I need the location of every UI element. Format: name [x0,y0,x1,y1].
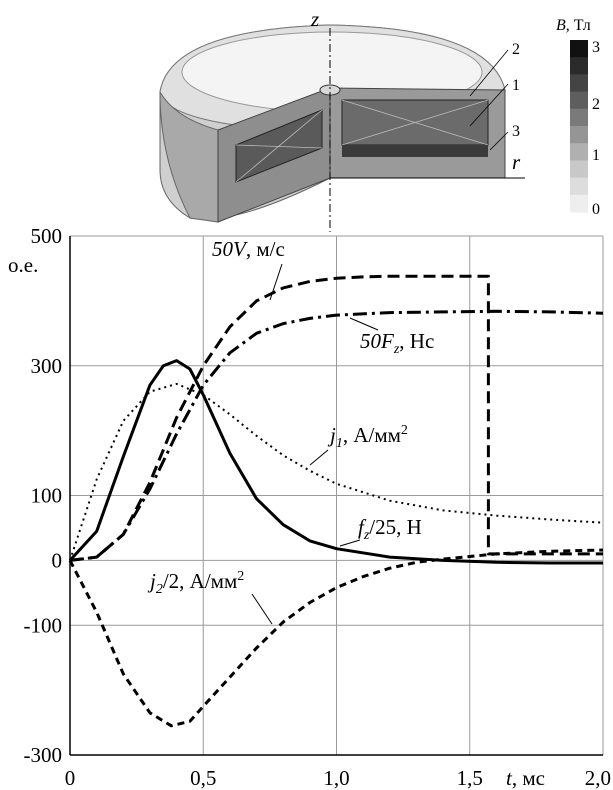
coil-cross-line [341,99,489,146]
callout-leader [489,131,509,151]
z-axis-label: z [310,7,319,31]
annotation-leader [251,593,273,625]
r-axis-label: r [512,150,521,174]
colorbar-cell [570,57,588,75]
x-tick-label: 1,5 [457,766,483,790]
series-line-2 [69,309,604,562]
colorbar-cell [570,126,588,144]
series-annotation: fz/25, Н [358,515,422,543]
x-axis-label: t, мс [506,766,545,790]
annotation-leader [349,317,379,331]
cutaway-model-illustration: z r 2 1 3 [159,7,525,232]
series-line-5 [68,548,604,728]
colorbar-tick: 3 [592,39,600,56]
callout-leader [469,49,509,97]
annotation-leader [269,263,283,301]
y-tick-label: 300 [31,354,63,378]
annotation-leader [339,539,361,547]
series-line-3 [69,382,604,561]
series-annotation: j2/2, А/мм2 [147,569,244,597]
annotation-leader [309,449,329,466]
model-left-wall [159,90,219,223]
callout-label: 1 [512,77,520,94]
x-tick-label: 2,0 [585,766,611,790]
colorbar-cell [570,177,588,196]
callout-leader [469,83,509,127]
x-tick-label: 1,0 [323,766,349,790]
x-tick-label: 0 [65,766,76,790]
colorbar-cell [570,160,588,179]
y-tick-label: 100 [31,484,63,508]
series-line-1 [69,274,603,562]
callout-label: 2 [512,41,520,58]
y-tick-label: 500 [31,224,63,248]
colorbar-cell [570,40,588,58]
colorbar-tick: 1 [592,147,600,164]
callout-label: 3 [512,123,520,140]
colorbar-cell [570,74,588,93]
y-tick-label: -100 [24,613,63,637]
colorbar-cell [570,194,588,213]
y-tick-label: 0 [52,548,63,572]
colorbar-title: B, Тл [556,17,591,34]
colorbar-tick: 0 [592,201,600,218]
colorbar-tick: 2 [592,96,600,113]
x-tick-label: 0,5 [190,766,216,790]
y-tick-label: -300 [24,743,63,767]
colorbar-cell [570,143,588,161]
series-annotation: 50V, м/с [212,237,285,261]
y-axis-label: о.е. [8,253,38,277]
colorbar: B, Тл 3 2 1 0 [556,17,600,218]
coil-cross-line [235,109,323,183]
colorbar-cell [570,91,588,110]
series-annotation: j1, А/мм2 [327,423,408,451]
colorbar-cell [570,108,588,127]
series-line-4 [68,359,603,565]
model-plate-section [342,145,488,157]
series-annotation: 50Fz, Нс [360,329,434,357]
